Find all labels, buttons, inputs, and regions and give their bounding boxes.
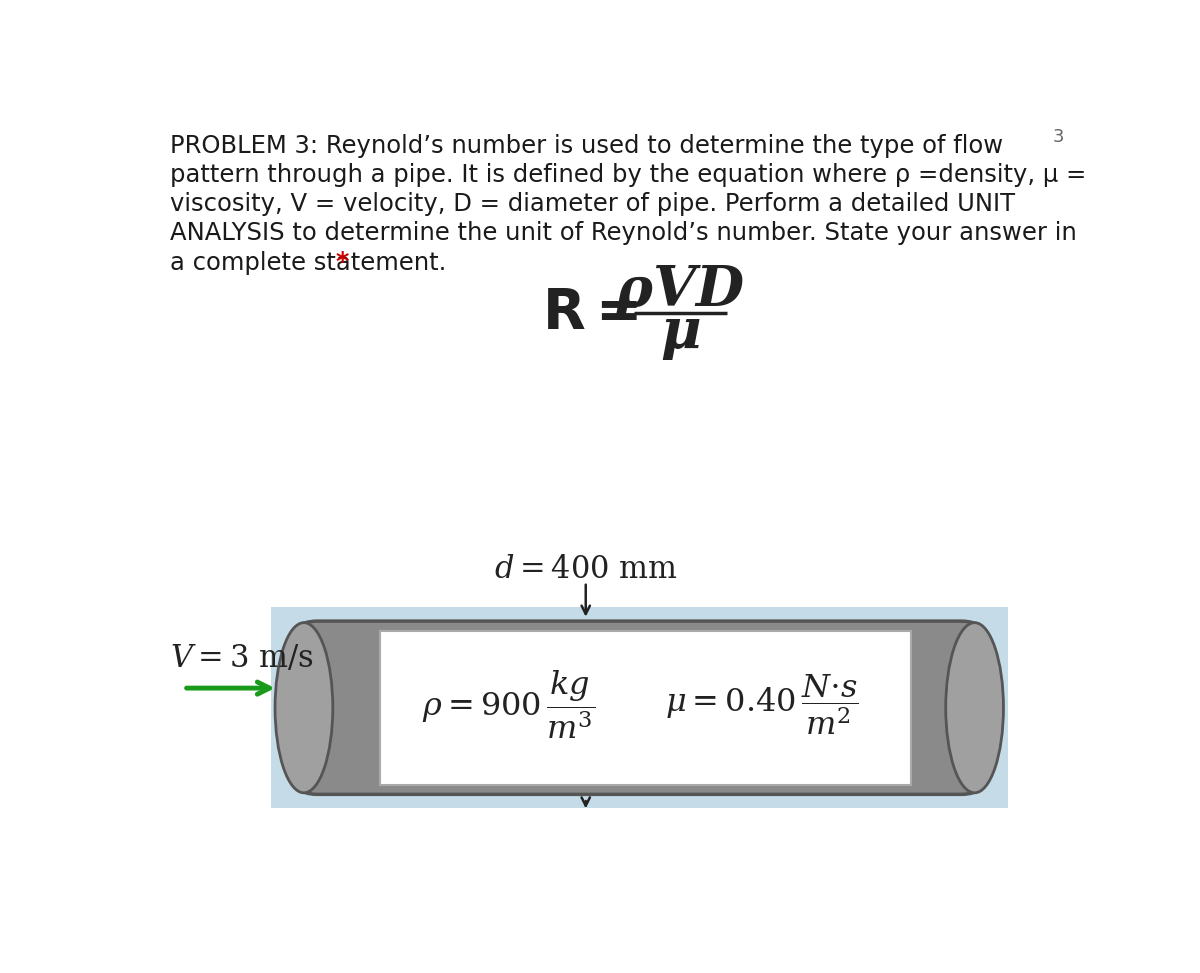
Bar — [271, 607, 1008, 809]
Text: viscosity, V = velocity, D = diameter of pipe. Perform a detailed UNIT: viscosity, V = velocity, D = diameter of… — [170, 193, 1015, 216]
FancyBboxPatch shape — [290, 621, 989, 794]
Ellipse shape — [275, 623, 332, 793]
Text: $d = 400\ \mathrm{mm}$: $d = 400\ \mathrm{mm}$ — [494, 555, 678, 584]
Text: a complete statement.: a complete statement. — [170, 251, 454, 274]
Text: pattern through a pipe. It is defined by the equation where ρ =density, μ =: pattern through a pipe. It is defined by… — [170, 162, 1086, 187]
Text: $\boldsymbol{\rho VD}$: $\boldsymbol{\rho VD}$ — [616, 263, 745, 320]
Bar — [380, 631, 912, 785]
Text: 3: 3 — [1052, 128, 1064, 146]
Ellipse shape — [946, 623, 1003, 793]
Text: $\rho = 900\,\dfrac{kg}{m^3}$: $\rho = 900\,\dfrac{kg}{m^3}$ — [422, 667, 595, 740]
Text: PROBLEM 3: Reynold’s number is used to determine the type of flow: PROBLEM 3: Reynold’s number is used to d… — [170, 133, 1003, 158]
Text: $V = 3\ \mathrm{m/s}$: $V = 3\ \mathrm{m/s}$ — [170, 643, 313, 673]
Text: ANALYSIS to determine the unit of Reynold’s number. State your answer in: ANALYSIS to determine the unit of Reynol… — [170, 222, 1076, 245]
Text: $\mathbf{R =}$: $\mathbf{R =}$ — [542, 286, 638, 341]
Text: $\boldsymbol{\mu}$: $\boldsymbol{\mu}$ — [660, 307, 701, 362]
Text: *: * — [336, 251, 349, 276]
Text: $\mu = 0.40\,\dfrac{N{\cdot}s}{m^2}$: $\mu = 0.40\,\dfrac{N{\cdot}s}{m^2}$ — [665, 671, 858, 737]
